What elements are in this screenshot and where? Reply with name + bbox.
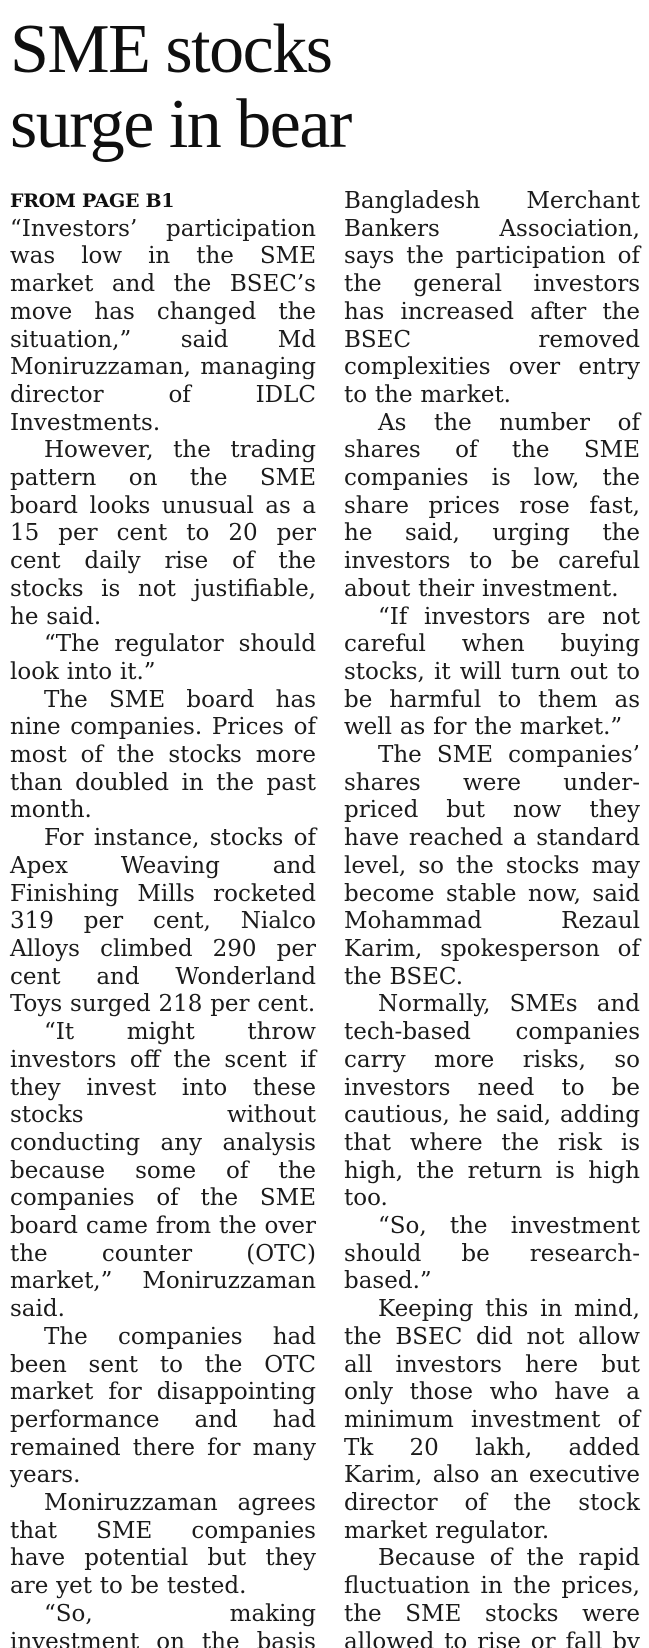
paragraph: “It might throw investors off the scent … [10, 1019, 316, 1323]
column-left: FROM PAGE B1 “Investors’ participation w… [10, 188, 316, 1648]
paragraph: “So, the investment should be research-b… [344, 1213, 640, 1295]
paragraph: As the number of shares of the SME compa… [344, 409, 640, 602]
headline-line-2: surge in bear [10, 86, 352, 163]
paragraph: However, the trading pattern on the SME … [10, 437, 316, 630]
column-right-body: Bangladesh Merchant Bankers Association,… [344, 188, 640, 1648]
paragraph: Because of the rapid fluctuation in the … [344, 1545, 640, 1648]
column-left-body: “Investors’ participation was low in the… [10, 216, 316, 1648]
paragraph: The SME companies’ shares were under-pri… [344, 742, 640, 990]
paragraph: “Investors’ participation was low in the… [10, 215, 316, 436]
paragraph: The companies had been sent to the OTC m… [10, 1323, 316, 1489]
paragraph: Bangladesh Merchant Bankers Association,… [344, 188, 640, 408]
article-headline: SME stocks surge in bear [10, 12, 640, 162]
paragraph: “The regulator should look into it.” [10, 631, 316, 685]
paragraph: The SME board has nine companies. Prices… [10, 686, 316, 824]
paragraph: Moniruzzaman agrees that SME companies h… [10, 1490, 316, 1600]
paragraph: “If investors are not careful when buyin… [344, 603, 640, 741]
paragraph: “So, making investment on the basis of s… [10, 1600, 316, 1648]
headline-line-1: SME stocks [10, 11, 333, 88]
paragraph: Keeping this in mind, the BSEC did not a… [344, 1296, 640, 1544]
paragraph: Normally, SMEs and tech-based companies … [344, 991, 640, 1212]
column-right: Bangladesh Merchant Bankers Association,… [344, 188, 640, 1648]
paragraph: For instance, stocks of Apex Weaving and… [10, 825, 316, 1018]
continuation-kicker: FROM PAGE B1 [10, 190, 175, 212]
article-columns: FROM PAGE B1 “Investors’ participation w… [10, 188, 640, 1648]
